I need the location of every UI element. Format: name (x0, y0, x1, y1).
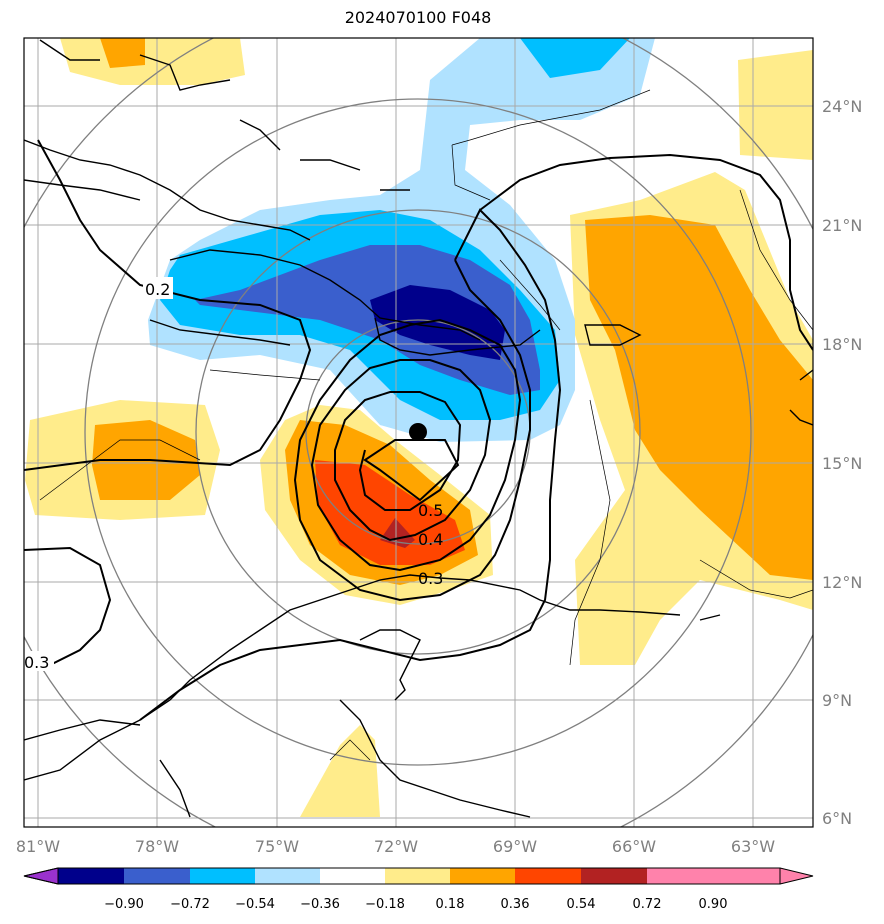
colorbar-tick: −0.18 (365, 897, 405, 912)
lon-label: 63°W (731, 837, 775, 856)
lon-label: 69°W (493, 837, 537, 856)
lat-label: 21°N (822, 216, 862, 235)
contour-label-0-4: 0.4 (418, 530, 443, 549)
colorbar-tick: −0.72 (170, 897, 210, 912)
map-title: 2024070100 F048 (344, 8, 492, 27)
colorbar-bin (647, 868, 713, 884)
colorbar-ticks: −0.90 −0.72 −0.54 −0.36 −0.18 0.18 0.36 … (104, 897, 727, 912)
graticule (24, 38, 813, 827)
contour-labels: 0.2 0.5 0.4 0.3 0.3 (24, 277, 443, 672)
colorbar-bin (450, 868, 515, 884)
colorbar-tick: 0.18 (436, 897, 465, 912)
lon-label: 72°W (374, 837, 418, 856)
thick-contours (24, 139, 813, 721)
lon-label: 81°W (16, 837, 60, 856)
lon-label: 78°W (135, 837, 179, 856)
colorbar-bin (58, 868, 124, 884)
colorbar-tick: −0.90 (104, 897, 144, 912)
coastlines (24, 39, 813, 818)
colorbar-tick: 0.90 (699, 897, 728, 912)
colorbar: −0.90 −0.72 −0.54 −0.36 −0.18 0.18 0.36 … (23, 867, 814, 912)
colorbar-bin (190, 868, 255, 884)
contour-label-0-2: 0.2 (145, 280, 170, 299)
lat-label: 6°N (822, 809, 852, 828)
lon-label: 75°W (255, 837, 299, 856)
storm-center-marker (409, 423, 427, 441)
lat-label: 24°N (822, 97, 862, 116)
lat-label: 12°N (822, 573, 862, 592)
thin-contours (39, 89, 813, 761)
colorbar-extend-left (23, 867, 59, 885)
latitude-labels: 24°N 21°N 18°N 15°N 12°N 9°N 6°N (822, 97, 862, 828)
colorbar-bin (581, 868, 647, 884)
colorbar-tick: 0.54 (567, 897, 596, 912)
colorbar-bin (124, 868, 190, 884)
colorbar-bin (255, 868, 320, 884)
colorbar-tick: −0.54 (235, 897, 275, 912)
lat-label: 18°N (822, 335, 862, 354)
map-plot-area: 0.2 0.5 0.4 0.3 0.3 (24, 38, 813, 827)
contour-label-0-3: 0.3 (418, 569, 443, 588)
map-frame (23, 37, 814, 828)
contour-label-0-5: 0.5 (418, 501, 443, 520)
colorbar-tick: 0.72 (633, 897, 662, 912)
lat-label: 9°N (822, 691, 852, 710)
colorbar-bin (515, 868, 581, 884)
positive-shading (25, 38, 813, 817)
colorbar-bin (320, 868, 385, 884)
lat-label: 15°N (822, 454, 862, 473)
negative-shading (148, 38, 655, 442)
colorbar-tick: 0.36 (501, 897, 530, 912)
colorbar-bin (385, 868, 450, 884)
colorbar-tick: −0.36 (300, 897, 340, 912)
lon-label: 66°W (612, 837, 656, 856)
contour-label-0-3-left: 0.3 (24, 653, 49, 672)
longitude-labels: 81°W 78°W 75°W 72°W 69°W 66°W 63°W (16, 837, 775, 856)
